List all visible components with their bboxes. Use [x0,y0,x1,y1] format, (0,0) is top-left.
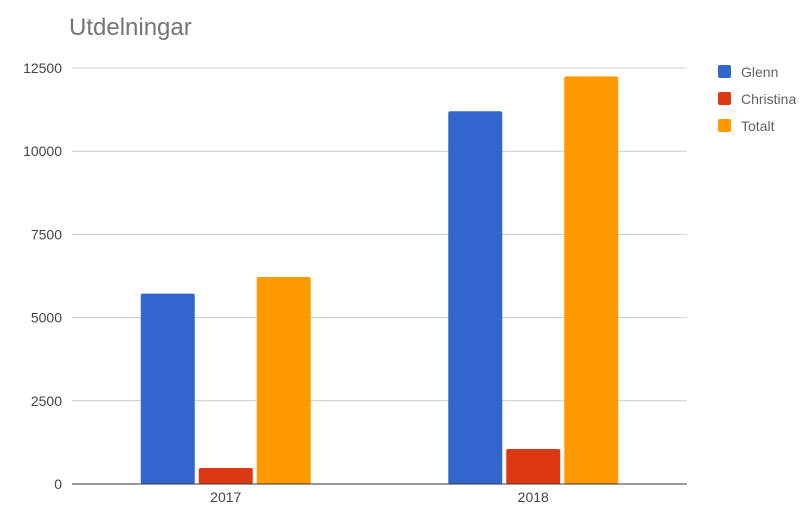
legend-label: Christina [741,90,797,107]
y-tick-label: 7500 [31,226,62,242]
y-tick-label: 2500 [31,393,62,409]
bar-christina-2017 [198,468,253,484]
bar-totalt-2018 [564,76,619,484]
y-tick-label: 5000 [31,310,62,326]
chart-title: Utdelningar [69,14,192,41]
y-tick-label: 0 [54,476,62,492]
legend: Glenn Christina Totalt [718,58,796,139]
y-tick-label: 12500 [23,60,62,76]
legend-swatch [718,119,731,132]
legend-swatch [718,92,731,105]
bar-totalt-2017 [256,276,311,484]
legend-swatch [718,65,731,78]
legend-label: Glenn [741,63,779,80]
x-tick-label: 2017 [210,489,241,505]
bar-christina-2018 [506,449,561,484]
bar-glenn-2017 [140,293,195,484]
legend-item: Totalt [718,112,796,139]
legend-label: Totalt [741,117,775,134]
legend-item: Christina [718,85,796,112]
bar-glenn-2018 [448,111,503,484]
x-tick-label: 2018 [518,489,549,505]
legend-item: Glenn [718,58,796,85]
y-tick-label: 10000 [23,143,62,159]
